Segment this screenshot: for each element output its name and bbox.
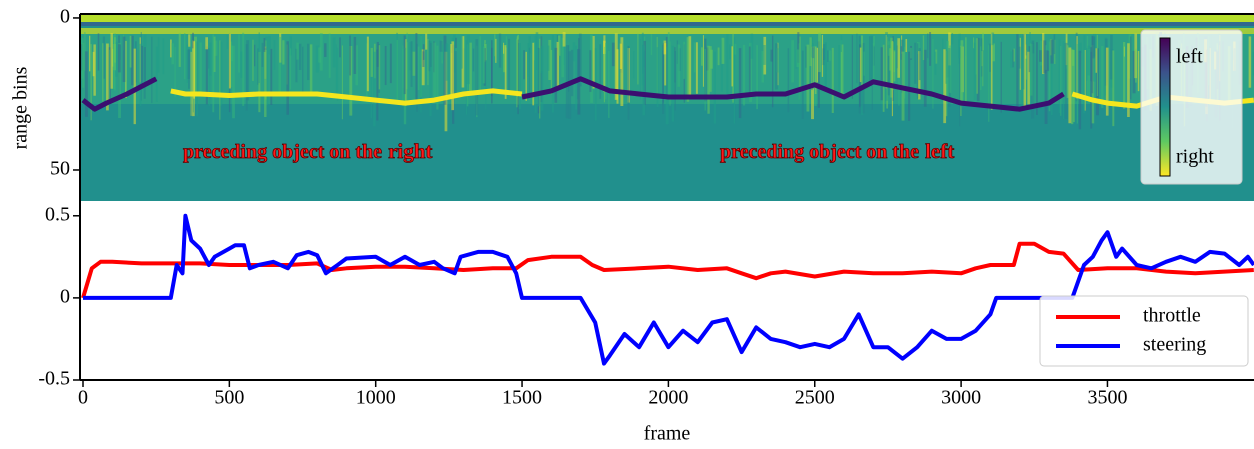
x-tick-label: 3500 — [1087, 387, 1127, 409]
x-tick-label: 1000 — [356, 387, 396, 409]
series-line — [81, 241, 1254, 299]
x-tick-label: 500 — [214, 387, 244, 409]
y-tick-label: 0 — [60, 285, 70, 307]
annotation-text: preceding object on the — [183, 141, 382, 163]
x-tick-label: 3000 — [941, 387, 981, 409]
annotation-emphasis: left — [925, 139, 954, 163]
annotation-text: preceding object on the — [720, 141, 919, 163]
colorbar-label: right — [1176, 146, 1214, 168]
annotation-emphasis: right — [388, 139, 432, 163]
legend — [1039, 295, 1249, 367]
y-tick-label: 50 — [50, 158, 70, 180]
series-line — [83, 213, 1254, 366]
x-tick-label: 0 — [78, 387, 88, 409]
heatmap-band — [80, 28, 1254, 34]
x-tick-label: 2000 — [648, 387, 688, 409]
colorbar — [1159, 37, 1171, 177]
x-axis-label: frame — [644, 423, 691, 445]
heatmap — [80, 14, 1254, 201]
x-tick-label: 1500 — [502, 387, 542, 409]
ridge — [81, 76, 1065, 112]
axes: 0 50 0.5 0 -0.5 0 500 1000 1500 2000 2500 3000 3500 — [38, 6, 1254, 409]
annotation: preceding object on the left — [720, 139, 954, 163]
y-tick-label: -0.5 — [38, 368, 70, 390]
line-plot — [81, 213, 1254, 366]
y-axis-label: range bins — [10, 66, 32, 149]
legend-label: throttle — [1143, 305, 1201, 327]
heatmap-band — [80, 22, 1254, 26]
y-tick-label: 0.5 — [45, 203, 70, 225]
y-tick-label: 0 — [60, 6, 70, 28]
x-tick-label: 2500 — [795, 387, 835, 409]
legend-label: steering — [1143, 334, 1206, 356]
heatmap-band — [80, 14, 1254, 22]
annotation: preceding object on the right — [183, 139, 432, 163]
colorbar-label: left — [1176, 46, 1203, 68]
